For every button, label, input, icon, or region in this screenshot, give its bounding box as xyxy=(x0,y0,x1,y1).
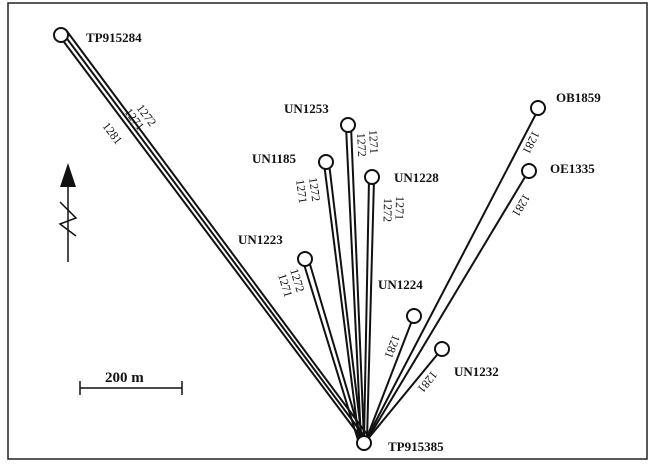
line-label-un1228-1: 1271 xyxy=(393,196,407,220)
link-oe1335 xyxy=(366,171,529,441)
node-tp915385 xyxy=(356,435,372,451)
node-un1224 xyxy=(406,308,422,324)
line-label-un1185-2: 1271 xyxy=(293,178,310,204)
link-tp915284-c xyxy=(65,29,370,438)
link-un1224 xyxy=(365,317,414,441)
node-un1232 xyxy=(434,341,450,357)
line-label-un1185-1: 1272 xyxy=(306,176,323,202)
link-un1223-a xyxy=(302,260,359,441)
label-un1223: UN1223 xyxy=(238,232,283,247)
station-nodes xyxy=(53,27,546,451)
link-un1185-b xyxy=(328,162,363,441)
node-ob1859 xyxy=(530,100,546,116)
line-label-un1223-2: 1271 xyxy=(275,272,295,299)
label-ob1859: OB1859 xyxy=(556,90,601,105)
link-un1232 xyxy=(366,349,442,441)
line-label-un1253-1: 1271 xyxy=(366,129,381,154)
line-label-un1223-1: 1272 xyxy=(287,267,307,294)
link-un1223-b xyxy=(308,260,363,441)
north-arrow-icon xyxy=(58,163,78,262)
line-label-un1228-2: 1272 xyxy=(381,198,395,222)
link-un1228-a xyxy=(363,178,370,441)
link-tp915284-a xyxy=(57,33,366,444)
line-label-un1253-2: 1272 xyxy=(354,132,369,157)
link-un1228-b xyxy=(366,178,375,441)
node-un1223 xyxy=(297,251,313,267)
link-un1253-a xyxy=(345,125,362,441)
node-oe1335 xyxy=(521,163,537,179)
label-un1185: UN1185 xyxy=(252,151,297,166)
link-lines xyxy=(57,29,539,444)
node-un1185 xyxy=(318,154,334,170)
map-frame xyxy=(7,2,648,460)
link-tp915284-b xyxy=(61,31,368,441)
line-labels: 1272 1271 1281 1271 1272 1272 1271 1271 … xyxy=(100,101,543,395)
link-ob1859 xyxy=(365,109,539,441)
link-un1185-a xyxy=(323,162,360,441)
label-un1228: UN1228 xyxy=(394,170,439,185)
scale-label: 200 m xyxy=(105,370,144,386)
label-tp915284: TP915284 xyxy=(86,30,142,45)
node-un1253 xyxy=(340,117,356,133)
label-un1232: UN1232 xyxy=(454,364,499,379)
label-tp915385: TP915385 xyxy=(388,439,444,454)
scale-bar: 200 m xyxy=(79,370,183,395)
station-labels: TP915284 UN1253 UN1185 UN1228 UN1223 UN1… xyxy=(86,30,601,454)
label-un1253: UN1253 xyxy=(284,101,329,116)
node-tp915284 xyxy=(53,27,69,43)
link-un1253-b xyxy=(350,125,365,441)
node-un1228 xyxy=(364,169,380,185)
label-oe1335: OE1335 xyxy=(550,161,595,176)
label-un1224: UN1224 xyxy=(378,277,423,292)
